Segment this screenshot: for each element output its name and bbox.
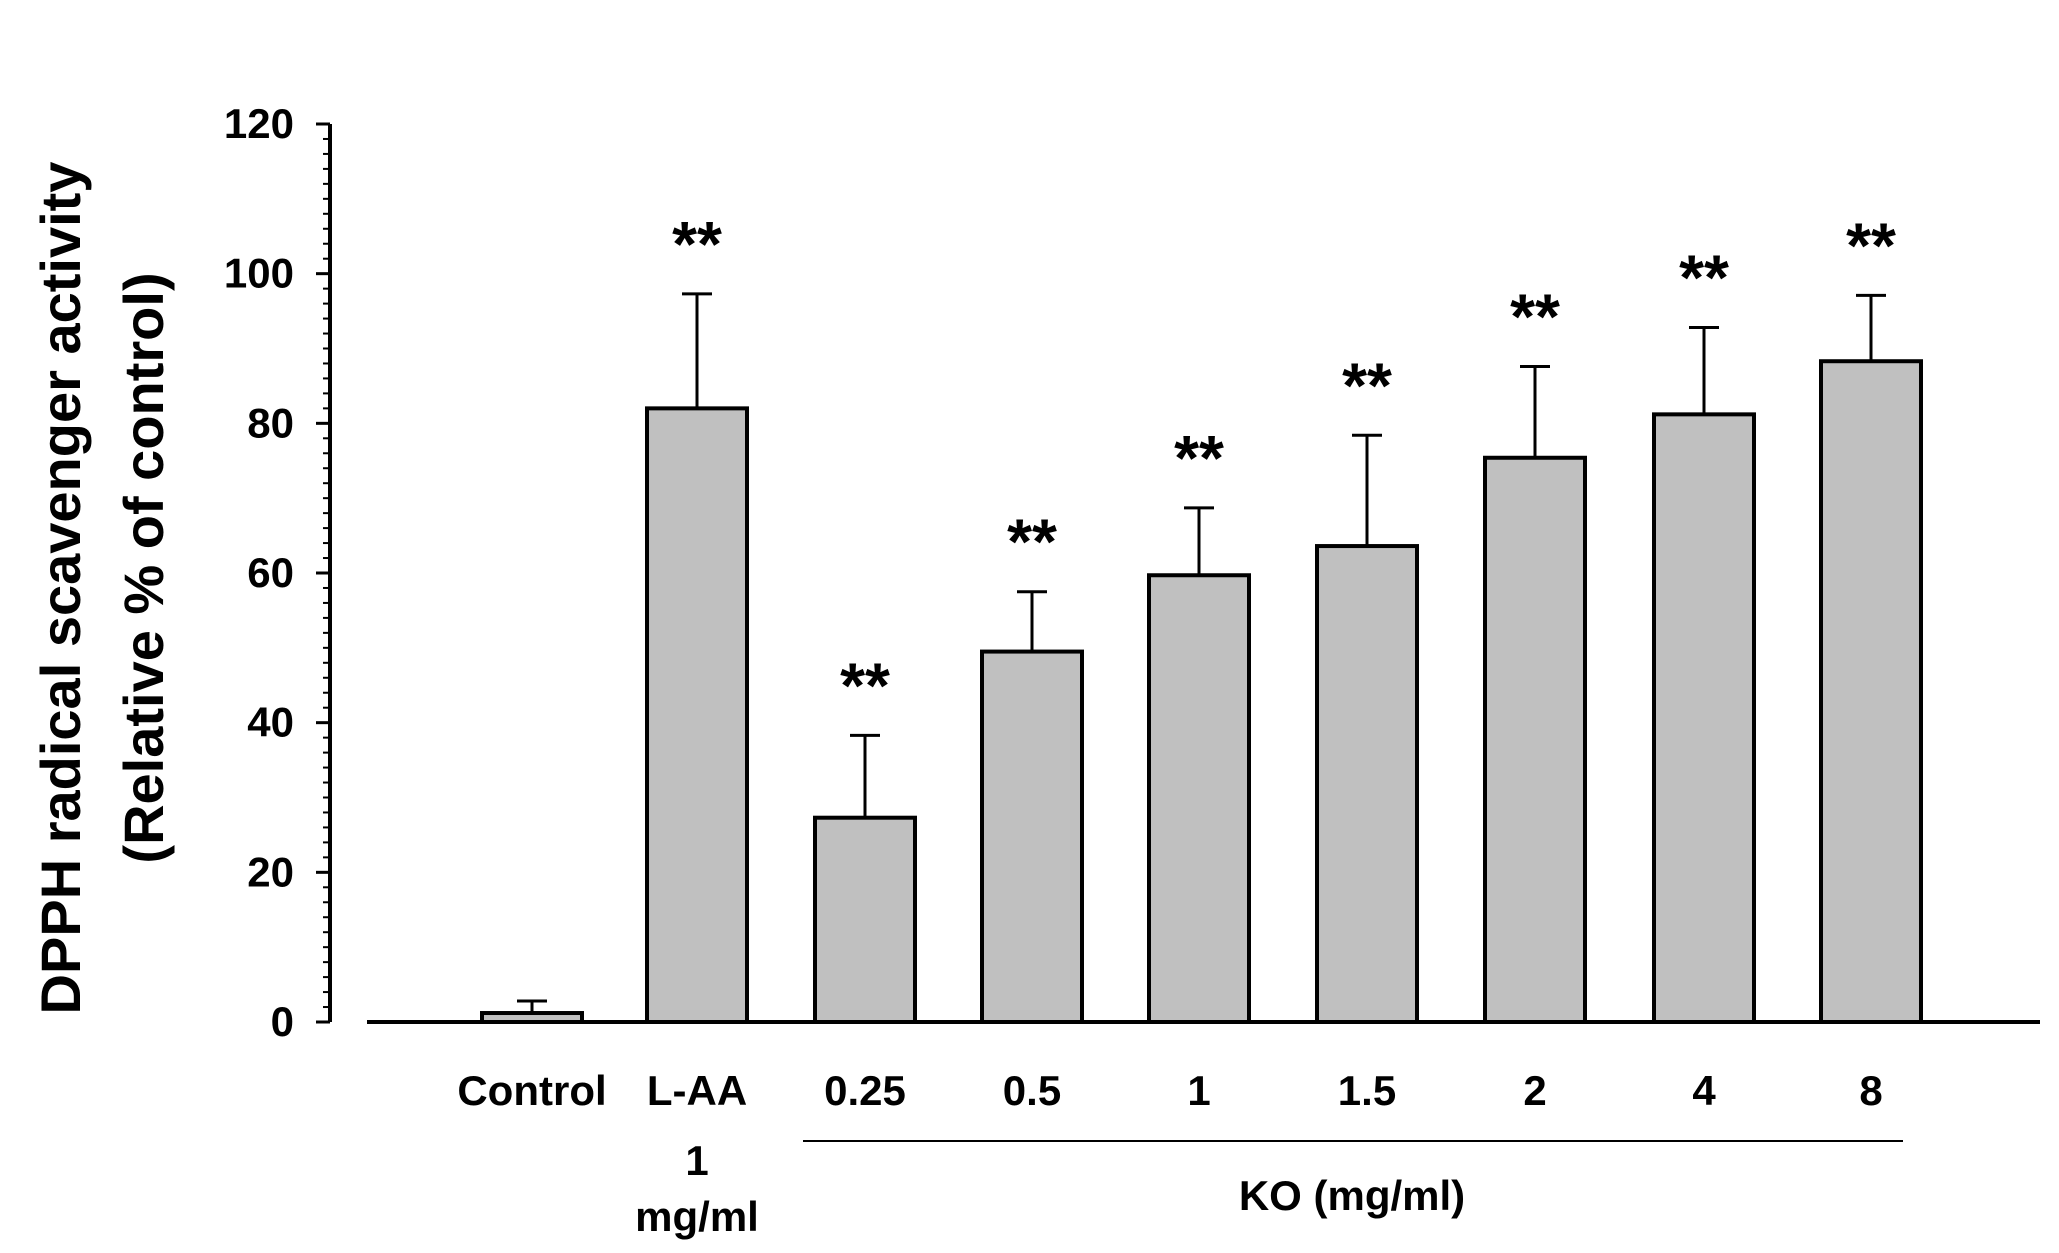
- y-axis-title-line1: DPPH radical scavenger activity: [29, 162, 92, 1015]
- x-tick-label: 8: [1859, 1067, 1882, 1114]
- y-tick-label: 80: [247, 399, 294, 446]
- bar: [1147, 573, 1251, 1024]
- significance-marker: **: [1846, 209, 1896, 281]
- y-tick-label: 20: [247, 848, 294, 895]
- bar: [1652, 412, 1756, 1024]
- x-tick-label: 0.25: [824, 1067, 906, 1114]
- y-tick-label: 40: [247, 699, 294, 746]
- x-tick-label: 4: [1692, 1067, 1716, 1114]
- bar: [1819, 359, 1923, 1024]
- significance-marker: **: [1174, 422, 1224, 494]
- y-axis-title-line2: (Relative % of control): [112, 272, 175, 863]
- bar: [1315, 544, 1419, 1024]
- y-tick-label: 120: [224, 100, 294, 147]
- bar: [645, 406, 749, 1025]
- y-tick-label: 100: [224, 250, 294, 297]
- significance-marker: **: [1342, 349, 1392, 421]
- bar: [980, 649, 1084, 1024]
- y-tick-label: 0: [271, 998, 294, 1045]
- x-axis: Control L-AA 0.25 0.5 1 1.5 2 4 8: [367, 1020, 2040, 1114]
- x-tick-label: 1.5: [1338, 1067, 1396, 1114]
- significance-marker: **: [840, 649, 890, 721]
- y-axis-title: DPPH radical scavenger activity (Relativ…: [29, 162, 175, 1015]
- x-tick-label: 0.5: [1003, 1067, 1061, 1114]
- x-tick-label: L-AA: [647, 1067, 747, 1114]
- significance-marker: **: [672, 208, 722, 280]
- bar: [813, 815, 917, 1025]
- significance-marker: **: [1510, 280, 1560, 352]
- significance-marker: **: [1679, 242, 1729, 314]
- x-tick-label: 2: [1523, 1067, 1546, 1114]
- y-axis: 0 20 40 60 80 100 120: [224, 100, 332, 1045]
- y-tick-label: 60: [247, 549, 294, 596]
- laa-sublabel-line1: 1: [685, 1137, 708, 1184]
- ko-group-label: KO (mg/ml): [1239, 1172, 1465, 1219]
- laa-sublabel-line2: mg/ml: [635, 1193, 759, 1240]
- x-tick-label: 1: [1187, 1067, 1210, 1114]
- x-tick-label: Control: [457, 1067, 606, 1114]
- annotations-group: 1 mg/ml KO (mg/ml): [635, 1137, 1903, 1240]
- significance-marker: **: [1007, 506, 1057, 578]
- bar: [1483, 455, 1587, 1024]
- bars-group: ** ** ** ** ** ** ** **: [480, 208, 1923, 1025]
